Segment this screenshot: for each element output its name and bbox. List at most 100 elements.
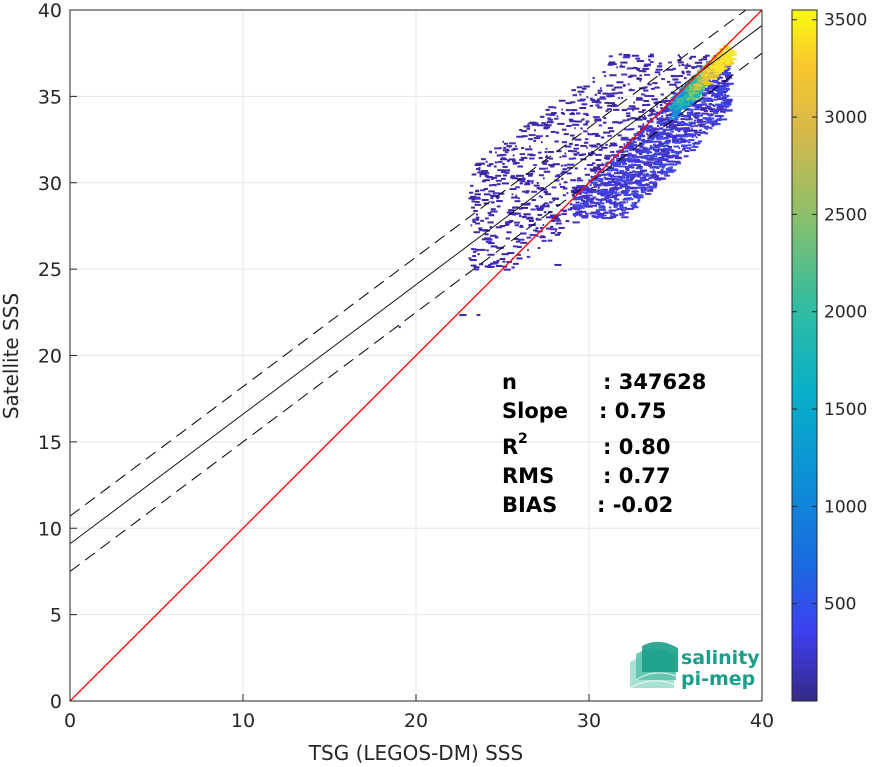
density-cell bbox=[695, 92, 699, 95]
density-cell bbox=[645, 161, 652, 164]
density-cell bbox=[635, 179, 642, 182]
density-cell bbox=[661, 158, 669, 161]
density-cell bbox=[644, 150, 651, 153]
colorbar-tick-label: 3500 bbox=[824, 11, 867, 31]
density-cell bbox=[650, 145, 653, 148]
density-cell bbox=[610, 150, 615, 153]
density-cell bbox=[679, 103, 683, 106]
density-cell bbox=[633, 173, 641, 176]
density-cell bbox=[655, 133, 662, 136]
x-axis-title: TSG (LEGOS-DM) SSS bbox=[308, 741, 523, 765]
density-cell bbox=[534, 129, 536, 132]
density-cell bbox=[611, 194, 618, 197]
density-cell bbox=[711, 124, 715, 127]
density-cell bbox=[563, 133, 569, 136]
density-cell bbox=[512, 147, 518, 150]
density-cell bbox=[625, 176, 628, 179]
density-cell bbox=[720, 118, 728, 121]
density-cell bbox=[675, 140, 680, 143]
density-cell bbox=[713, 64, 717, 67]
density-cell bbox=[629, 171, 634, 174]
density-cell bbox=[624, 197, 626, 200]
density-cell bbox=[724, 94, 730, 97]
density-cell bbox=[495, 174, 502, 177]
density-cell bbox=[652, 169, 655, 172]
density-cell bbox=[547, 239, 553, 242]
wave-icon bbox=[629, 641, 678, 689]
density-cell bbox=[701, 94, 707, 97]
density-cell bbox=[694, 95, 700, 98]
density-cell bbox=[576, 185, 581, 188]
density-cell bbox=[633, 201, 637, 204]
density-cell bbox=[572, 204, 580, 207]
density-cell bbox=[671, 92, 677, 95]
density-cell bbox=[550, 225, 553, 228]
density-cell bbox=[473, 231, 480, 234]
density-cell bbox=[650, 128, 657, 131]
density-cell bbox=[611, 88, 616, 91]
density-cell bbox=[629, 164, 633, 167]
density-cell bbox=[568, 142, 573, 145]
colorbar-tick-label: 3000 bbox=[824, 108, 867, 128]
density-cell bbox=[678, 138, 686, 141]
density-cell bbox=[524, 183, 531, 186]
density-cell bbox=[502, 165, 508, 168]
density-cell bbox=[497, 169, 504, 172]
stat-slope-label: Slope bbox=[502, 399, 568, 423]
density-cell bbox=[716, 119, 722, 122]
density-cell bbox=[631, 54, 640, 57]
density-cell bbox=[683, 127, 690, 130]
density-cell bbox=[646, 186, 655, 189]
density-cell bbox=[626, 107, 634, 110]
density-cell bbox=[630, 141, 637, 144]
density-cell bbox=[690, 111, 694, 114]
density-cell bbox=[722, 56, 725, 59]
density-cell bbox=[475, 222, 480, 225]
density-cell bbox=[529, 234, 537, 237]
density-cell bbox=[491, 176, 498, 179]
density-cell bbox=[669, 166, 674, 169]
density-cell bbox=[588, 188, 591, 191]
density-cell bbox=[661, 164, 664, 167]
density-cell bbox=[690, 55, 697, 58]
density-cell bbox=[583, 203, 590, 206]
density-cell bbox=[704, 89, 710, 92]
density-cell bbox=[608, 145, 611, 148]
density-cell bbox=[680, 115, 689, 118]
density-cell bbox=[573, 153, 578, 156]
colorbar-tick-label: 1500 bbox=[824, 400, 867, 420]
density-cell bbox=[658, 132, 664, 135]
density-cell bbox=[488, 163, 494, 166]
density-cell bbox=[608, 209, 616, 212]
density-cell bbox=[615, 190, 617, 193]
density-cell bbox=[595, 153, 602, 156]
density-cell bbox=[684, 64, 690, 67]
density-cell bbox=[647, 114, 652, 117]
density-cell bbox=[649, 170, 656, 173]
density-cell bbox=[517, 174, 524, 177]
density-cell bbox=[477, 253, 480, 256]
density-cell bbox=[646, 158, 654, 161]
density-cell bbox=[718, 56, 723, 59]
density-cell bbox=[545, 147, 548, 150]
density-cell bbox=[567, 166, 573, 169]
density-cell bbox=[620, 155, 625, 158]
density-cell bbox=[719, 51, 723, 54]
density-cell bbox=[635, 151, 644, 154]
density-cell bbox=[667, 167, 671, 170]
density-cell bbox=[617, 175, 620, 178]
density-cell bbox=[545, 156, 549, 159]
density-cell bbox=[577, 208, 580, 211]
density-cell bbox=[596, 164, 605, 167]
density-cell bbox=[609, 215, 617, 218]
density-cell bbox=[570, 109, 578, 112]
density-cell bbox=[609, 191, 614, 194]
density-cell bbox=[539, 167, 546, 170]
density-cell bbox=[626, 143, 631, 146]
density-cell bbox=[597, 89, 603, 92]
density-cell bbox=[638, 142, 642, 145]
density-cell bbox=[483, 193, 491, 196]
density-cell bbox=[703, 117, 707, 120]
density-cell bbox=[673, 94, 676, 97]
density-cell bbox=[486, 249, 489, 252]
